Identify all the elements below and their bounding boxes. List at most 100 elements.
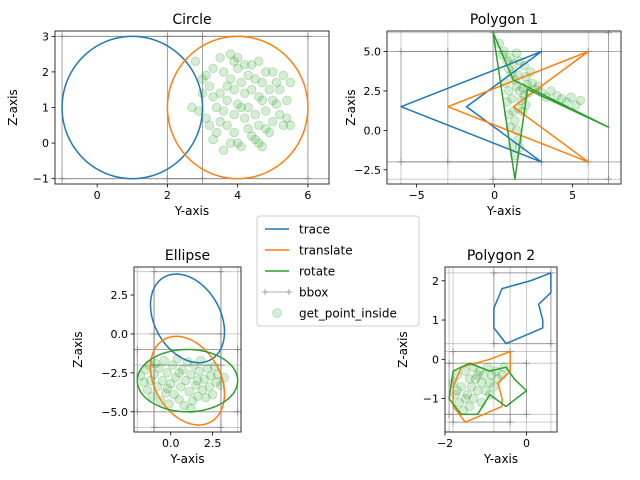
data-point [254,138,264,148]
data-point [174,368,184,378]
trace-line [493,272,552,345]
shapes-group [400,32,610,181]
data-point [157,375,168,386]
data-point [247,131,257,141]
data-point [206,371,216,381]
y-tick-label: −1 [33,173,49,186]
y-tick-label: 0.0 [111,328,129,341]
subplot-title: Polygon 1 [470,12,538,28]
data-point [505,53,515,63]
data-point [167,360,178,370]
x-tick-label: 0 [523,437,530,450]
data-point [208,63,218,74]
bbox-corner-marker [304,175,312,183]
x-tick-label: 5 [569,189,576,202]
axes-frame [133,266,242,433]
translate-line [166,35,309,180]
data-point [162,383,173,394]
legend-box [256,215,420,327]
data-point [225,74,236,84]
x-tick-label: 6 [304,189,311,202]
data-point [239,60,250,70]
subplot-title: Ellipse [165,248,210,264]
data-point [514,86,525,96]
legend-label: rotate [299,265,335,279]
x-tick-label: 0 [491,189,498,202]
bbox-corner-marker [150,423,158,431]
data-point [470,374,481,384]
bbox-corner-marker [449,347,457,355]
x-tick-label: 2.5 [204,437,222,450]
y-tick-label: −5.0 [101,406,128,419]
x-tick-label: 2 [164,189,171,202]
data-point [222,81,232,91]
x-tick-label: 0 [94,189,101,202]
bbox-group [55,31,329,184]
points-legend-swatch [272,308,282,318]
data-point [489,382,499,392]
shapes-group [61,35,309,180]
bbox-corner-marker [584,48,592,56]
data-point [199,374,209,384]
data-point [464,374,475,384]
bbox-rect [153,271,222,366]
data-point [179,400,189,411]
data-point [218,67,229,77]
legend: trace translate rotate bbox get_point_inside [256,215,420,327]
bbox-corner-marker [163,175,171,183]
data-point [268,67,278,77]
data-point [268,95,278,106]
axes-frame [444,266,558,433]
rotate-line [448,362,528,416]
data-point [142,385,153,395]
data-point [229,85,239,95]
y-tick-label: −1 [423,393,439,406]
data-point [282,95,292,106]
subplot-polygon-1: −5 0 5 −2.5 0.0 2.5 5.0 Polygon 1 Y-axis Z-axis [344,12,622,218]
y-tick-label: 3 [42,30,49,43]
bbox-corner-marker [397,158,405,166]
bbox-corner-marker [304,32,312,40]
data-point [460,366,471,376]
bbox-corner-marker [397,48,405,56]
y-tick-label: −2.5 [354,164,381,177]
data-point [268,117,278,127]
data-point [507,94,517,104]
y-tick-label: −2.5 [101,367,128,380]
y-tick-label: 1 [42,102,49,115]
data-point [236,102,246,113]
trace-line [149,273,226,364]
y-tick-label: 2.5 [364,85,382,98]
bbox-legend-marker [262,289,268,295]
data-point [503,86,514,96]
bbox-corner-marker [522,359,530,367]
data-point [190,56,201,66]
data-point [250,109,260,120]
data-point [275,85,285,95]
data-point [177,365,188,375]
trace-line [61,35,204,180]
bbox-corner-marker [490,340,498,348]
bbox-corner-marker [547,340,555,348]
data-point [202,363,213,373]
data-point [215,52,225,63]
data-point [571,100,581,110]
data-point [151,358,161,369]
data-point [194,366,204,376]
data-point [278,70,289,81]
subplot-circle: 0 2 4 6 −1 0 1 2 3 Circle Y-axis Z-axis [6,12,330,218]
data-point [174,394,184,405]
shapes-group [136,273,239,426]
data-point [139,377,149,387]
data-point [147,391,158,401]
data-point [247,60,257,70]
data-point [197,385,208,395]
y-axis-label: Z-axis [344,89,358,125]
bbox-corner-marker [217,330,225,338]
data-point [208,92,218,102]
data-point [285,120,296,130]
data-point [186,369,196,380]
translate-line [447,50,589,163]
bbox-corner-marker [605,175,613,183]
